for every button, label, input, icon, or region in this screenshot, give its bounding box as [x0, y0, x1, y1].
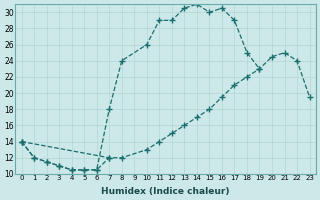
X-axis label: Humidex (Indice chaleur): Humidex (Indice chaleur) — [101, 187, 230, 196]
